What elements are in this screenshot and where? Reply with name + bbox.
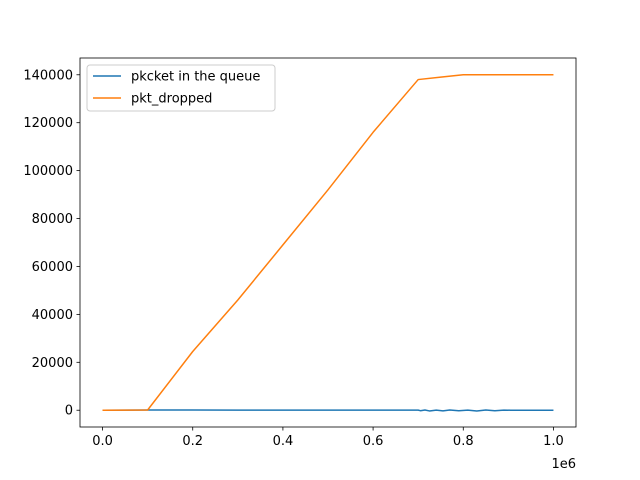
series-line-1 [102,74,554,411]
x-axis-offset-label: 1e6 [551,457,576,472]
y-tick-label: 20000 [32,356,73,371]
series-line-0 [102,409,554,412]
legend: pkcket in the queue pkt_dropped [86,64,276,112]
legend-box [86,64,276,112]
series-layer [102,74,554,412]
x-tick-label: 0.2 [182,434,203,449]
y-tick-label: 100000 [23,164,73,179]
y-tick-label: 40000 [32,308,73,323]
y-tick-label: 60000 [32,260,73,275]
x-tick-label: 0.4 [273,434,294,449]
axes-layer: 0.0 0.2 0.4 0.6 0.8 1.0 0 20000 40000 60000 80000 1… [23,57,577,449]
y-tick-label: 140000 [23,68,73,83]
plot-frame [79,57,577,428]
x-tick-label: 0.6 [363,434,384,449]
legend-label-0: pkcket in the queue [131,70,260,85]
x-tick-label: 1.0 [543,434,564,449]
x-tick-label: 0.0 [92,434,113,449]
legend-label-1: pkt_dropped [131,92,212,107]
y-tick-label: 80000 [32,212,73,227]
y-tick-label: 0 [65,404,73,419]
y-tick-label: 120000 [23,116,73,131]
x-tick-label: 0.8 [453,434,474,449]
